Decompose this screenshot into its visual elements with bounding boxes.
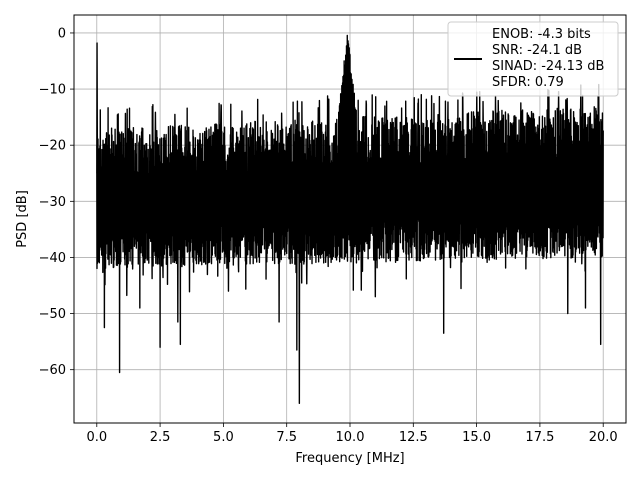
y-tick-label: −20 xyxy=(39,139,66,154)
legend: ENOB: -4.3 bits SNR: -24.1 dB SINAD: -24… xyxy=(447,21,619,97)
y-tick-label: −40 xyxy=(39,251,66,266)
x-tick-label: 17.5 xyxy=(525,430,554,445)
y-tick-label: −50 xyxy=(39,307,66,322)
series-line-psd xyxy=(96,34,604,405)
legend-snr: SNR: -24.1 dB xyxy=(492,43,582,58)
legend-box xyxy=(447,21,619,97)
x-tick-label: 10.0 xyxy=(336,430,365,445)
psd-series xyxy=(96,34,604,405)
y-tick-label: −10 xyxy=(39,83,66,98)
x-tick-label: 15.0 xyxy=(462,430,491,445)
x-tick-label: 5.0 xyxy=(213,430,234,445)
y-axis-ticks: 0 −10 −20 −30 −40 −50 −60 xyxy=(39,26,74,378)
legend-sinad: SINAD: -24.13 dB xyxy=(492,59,604,74)
x-axis-ticks: 0.0 2.5 5.0 7.5 10.0 12.5 15.0 17.5 20.0 xyxy=(86,423,618,445)
x-tick-label: 7.5 xyxy=(276,430,297,445)
x-tick-label: 12.5 xyxy=(399,430,428,445)
y-tick-label: −30 xyxy=(39,195,66,210)
x-axis-label: Frequency [MHz] xyxy=(295,451,404,466)
legend-enob: ENOB: -4.3 bits xyxy=(492,27,591,42)
x-tick-label: 2.5 xyxy=(150,430,171,445)
x-tick-label: 0.0 xyxy=(86,430,107,445)
y-axis-label: PSD [dB] xyxy=(15,190,30,248)
y-tick-label: −60 xyxy=(39,363,66,378)
y-tick-label: 0 xyxy=(58,26,66,41)
legend-sfdr: SFDR: 0.79 xyxy=(492,75,564,90)
x-tick-label: 20.0 xyxy=(589,430,618,445)
